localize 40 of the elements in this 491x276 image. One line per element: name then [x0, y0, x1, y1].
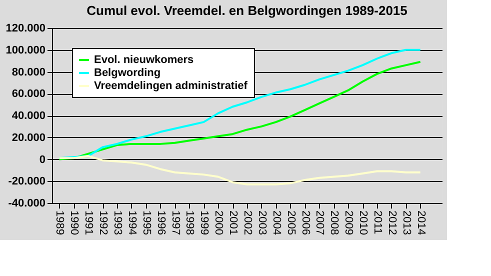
- x-tick-label: 2009: [342, 210, 355, 235]
- x-tick-label: 2012: [386, 210, 398, 235]
- x-tick-label: 2011: [372, 210, 384, 234]
- x-tick-label: 2003: [256, 210, 268, 235]
- legend-label: Belgwording: [94, 67, 161, 79]
- x-tick-label: 2002: [242, 210, 254, 235]
- x-tick-label: 2008: [328, 210, 340, 235]
- y-tick-label: 120.000: [6, 22, 46, 34]
- x-tick-label: 2005: [284, 210, 297, 235]
- x-tick-label: 2000: [212, 210, 225, 235]
- x-tick-label: 1997: [169, 210, 182, 235]
- x-tick-label: 1999: [198, 210, 210, 235]
- y-tick-label: 80.000: [12, 66, 46, 78]
- y-tick-label: 100.000: [6, 44, 46, 56]
- x-tick-label: 1990: [68, 210, 80, 235]
- x-tick-label: 1992: [97, 210, 110, 235]
- x-tick-label: 1996: [154, 210, 167, 235]
- legend-label: Vreemdelingen administratief: [94, 80, 248, 92]
- y-tick-label: 60.000: [12, 88, 46, 100]
- x-tick-label: 1995: [140, 210, 152, 235]
- x-tick-label: 2006: [299, 210, 312, 235]
- x-tick-label: 1998: [184, 210, 196, 235]
- chart-title: Cumul evol. Vreemdel. en Belgwordingen 1989-2015: [86, 3, 408, 18]
- x-tick-label: 2014: [414, 210, 427, 235]
- x-tick-label: 2013: [400, 210, 412, 235]
- x-tick-label: 1993: [112, 210, 124, 235]
- x-tick-label: 2010: [357, 210, 370, 235]
- line-series: [58, 154, 422, 186]
- y-tick-label: -40.000: [8, 198, 46, 210]
- y-tick-label: -20.000: [8, 176, 46, 188]
- y-tick-label: 0: [39, 154, 46, 166]
- x-tick-label: 1989: [54, 210, 66, 235]
- x-tick-label: 1994: [126, 210, 138, 235]
- x-tick-label: 2007: [314, 210, 326, 235]
- x-tick-label: 2001: [227, 210, 240, 235]
- x-tick-label: 2004: [270, 210, 282, 235]
- y-tick-label: 40.000: [12, 110, 46, 122]
- y-tick-label: 20.000: [12, 132, 46, 144]
- x-tick-label: 1991: [82, 210, 95, 235]
- legend-label: Evol. nieuwkomers: [94, 54, 194, 66]
